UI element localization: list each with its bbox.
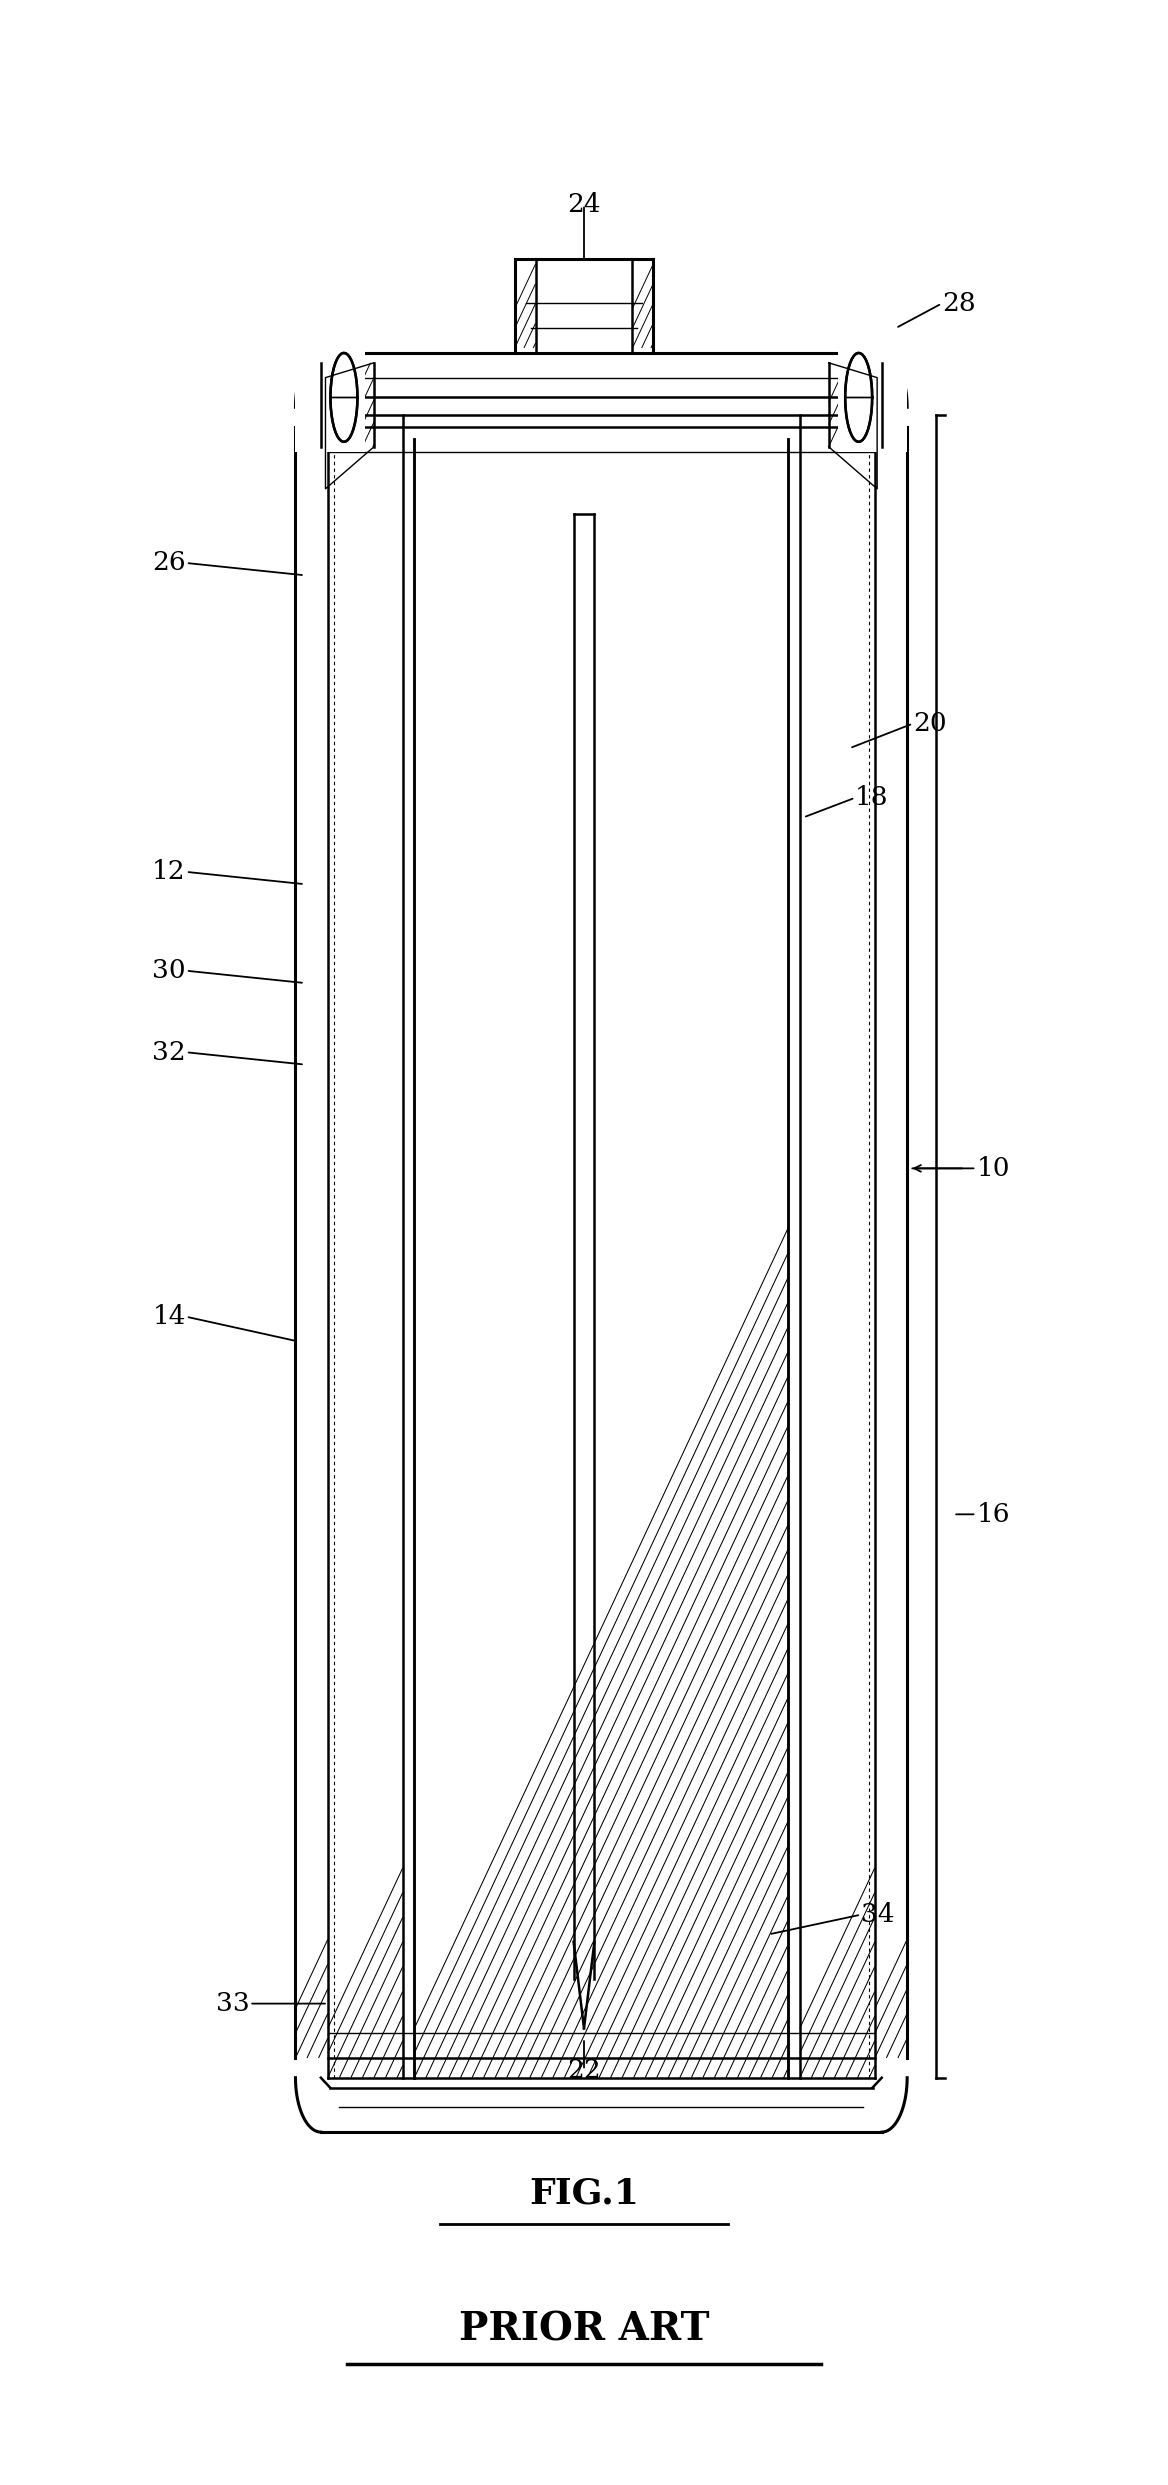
Text: 30: 30 bbox=[152, 959, 186, 984]
FancyBboxPatch shape bbox=[837, 340, 908, 452]
Text: 22: 22 bbox=[568, 2058, 600, 2082]
Text: 14: 14 bbox=[152, 1305, 186, 1329]
Text: PRIOR ART: PRIOR ART bbox=[459, 2311, 709, 2348]
Text: 33: 33 bbox=[216, 1990, 249, 2015]
Text: 18: 18 bbox=[855, 785, 889, 810]
Text: 12: 12 bbox=[152, 860, 186, 885]
Text: 28: 28 bbox=[941, 291, 975, 316]
Text: 20: 20 bbox=[913, 711, 946, 736]
FancyBboxPatch shape bbox=[296, 340, 364, 452]
Text: 32: 32 bbox=[152, 1039, 186, 1064]
Text: 10: 10 bbox=[976, 1156, 1010, 1180]
Text: 16: 16 bbox=[976, 1501, 1010, 1526]
Text: 26: 26 bbox=[152, 552, 186, 577]
Text: 24: 24 bbox=[568, 191, 600, 216]
Text: 34: 34 bbox=[861, 1901, 895, 1928]
Text: FIG.1: FIG.1 bbox=[529, 2177, 639, 2212]
